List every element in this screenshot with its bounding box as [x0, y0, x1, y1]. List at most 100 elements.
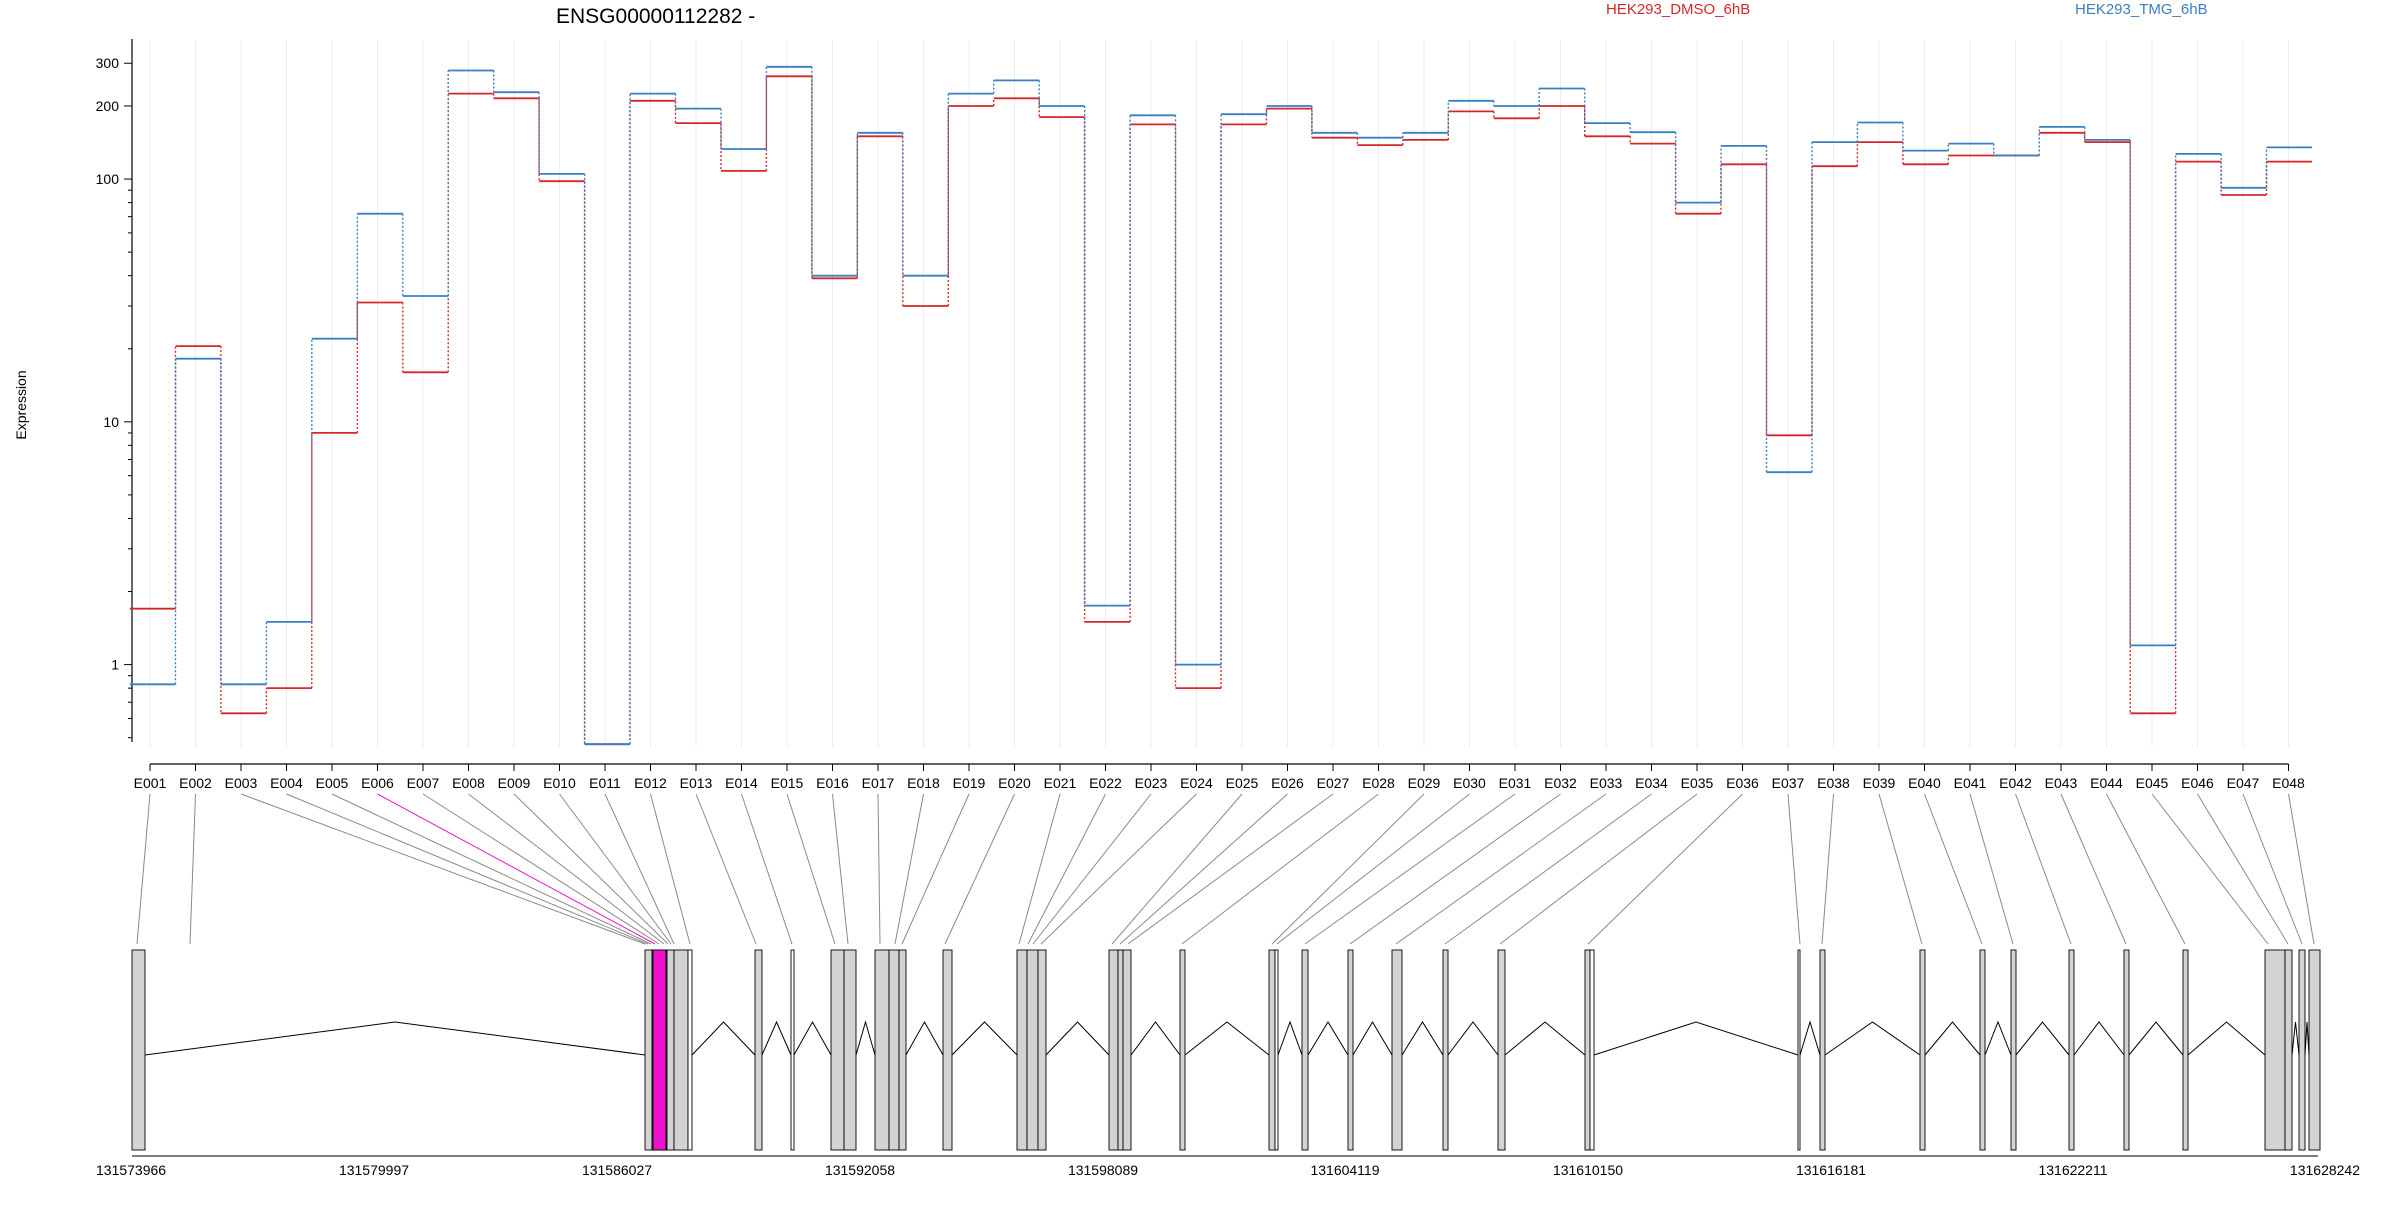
exon-connector: [695, 793, 757, 945]
exon-connector: [2242, 793, 2303, 945]
exon-box: [1179, 949, 1186, 1151]
exon-connector: [1276, 793, 1470, 945]
x-tick-label: E005: [316, 775, 349, 791]
exon-connector: [1878, 793, 1923, 945]
exon-box: [1819, 949, 1826, 1151]
exon-connector: [1027, 793, 1106, 945]
x-tick-label: E016: [816, 775, 849, 791]
x-tick-label: E023: [1135, 775, 1168, 791]
x-tick-label: E039: [1863, 775, 1896, 791]
exon-connector: [1587, 793, 1743, 945]
exon-connector: [877, 793, 881, 945]
x-tick-label: E002: [179, 775, 212, 791]
intron-chevron: [2304, 1021, 2310, 1056]
y-tick-label: 10: [103, 414, 119, 430]
exon-box: [790, 949, 795, 1151]
x-tick-label: E044: [2090, 775, 2123, 791]
intron-chevron: [691, 1021, 756, 1056]
exon-connector: [2106, 793, 2186, 945]
exon-connector: [1111, 793, 1243, 945]
x-tick-label: E008: [452, 775, 485, 791]
exon-connector: [2151, 793, 2269, 945]
y-tick-label: 100: [96, 171, 120, 187]
intron-chevron: [2187, 1021, 2266, 1056]
exon-connector: [468, 793, 665, 945]
x-tick-label: E046: [2181, 775, 2214, 791]
x-tick-label: E047: [2227, 775, 2260, 791]
exon-box: [888, 949, 900, 1151]
axes-layer: 1 10 100 200 300 E001 E002 E003 E004 E005 E006 E007…: [96, 39, 2305, 791]
exon-connector: [559, 793, 672, 945]
exon-box: [2068, 949, 2075, 1151]
exon-connector: [1787, 793, 1801, 945]
exon-connector: [1181, 793, 1379, 945]
exon-box: [843, 949, 857, 1151]
x-tick-label: E015: [771, 775, 804, 791]
x-tick-label: E021: [1044, 775, 1077, 791]
x-tick-label: E026: [1271, 775, 1304, 791]
exon-box: [1108, 949, 1119, 1151]
genomic-coordinate-label: 131598089: [1068, 1162, 1138, 1178]
exon-box: [1301, 949, 1309, 1151]
y-tick-label: 300: [96, 55, 120, 71]
intron-chevron: [951, 1021, 1018, 1056]
exon-box: [1122, 949, 1132, 1151]
x-tick-label: E027: [1317, 775, 1350, 791]
y-tick-label: 1: [111, 657, 119, 673]
exon-box: [131, 949, 146, 1151]
exon-box: [1442, 949, 1449, 1151]
exon-connector: [1969, 793, 2014, 945]
x-tick-label: E007: [407, 775, 440, 791]
exon-box: [2264, 949, 2286, 1151]
exon-box: [666, 949, 675, 1151]
exon-connector: [901, 793, 970, 945]
x-tick-label: E004: [270, 775, 303, 791]
x-tick-label: E037: [1772, 775, 1805, 791]
exon-connector: [944, 793, 1015, 945]
legend-entry-tmg: HEK293_TMG_6hB: [2075, 1, 2208, 18]
exon-box: [830, 949, 845, 1151]
exon-box: [1584, 949, 1591, 1151]
exon-box: [2298, 949, 2306, 1151]
exon-connector: [604, 793, 675, 945]
genomic-coordinate-label: 131616181: [1796, 1162, 1866, 1178]
x-tick-label: E034: [1635, 775, 1668, 791]
intron-chevron: [793, 1020, 832, 1056]
intron-lines: [144, 1020, 2310, 1056]
series-tmg: [130, 65, 2312, 746]
intron-chevron: [2291, 1021, 2300, 1056]
exon-connector: [1304, 793, 1516, 945]
x-tick-label: E011: [589, 775, 621, 791]
intron-chevron: [144, 1021, 646, 1056]
intron-chevron: [855, 1020, 876, 1056]
x-tick-label: E042: [1999, 775, 2032, 791]
genomic-coordinate-label: 131622211: [2038, 1162, 2107, 1178]
exon-box: [2308, 949, 2321, 1151]
chart-title: ENSG00000112282 -: [556, 5, 755, 28]
genomic-coordinate-label: 131573966: [96, 1162, 166, 1178]
exon-connector: [741, 793, 793, 945]
intron-chevron: [1799, 1020, 1821, 1056]
intron-chevron: [2128, 1021, 2184, 1056]
genomic-coordinate-label: 131586027: [582, 1162, 652, 1178]
exon-connector: [1499, 793, 1698, 945]
exon-box: [1979, 949, 1986, 1151]
x-tick-label: E013: [680, 775, 713, 791]
exon-connector: [650, 793, 691, 945]
series-layer: [130, 65, 2312, 746]
exon-box: [874, 949, 890, 1151]
x-tick-label: E022: [1089, 775, 1122, 791]
exon-boxes: [131, 949, 2321, 1151]
x-tick-label: E041: [1954, 775, 1987, 791]
exon-connector: [1395, 793, 1607, 945]
exon-box: [1391, 949, 1403, 1151]
exon-connector: [1018, 793, 1061, 945]
exon-box: [2284, 949, 2293, 1151]
exon-box: [1026, 949, 1039, 1151]
exon-box: [1117, 949, 1124, 1151]
exon-connector: [786, 793, 836, 945]
intron-chevron: [1924, 1021, 1981, 1056]
intron-chevron: [1401, 1021, 1444, 1056]
intron-chevron: [1593, 1021, 1799, 1056]
